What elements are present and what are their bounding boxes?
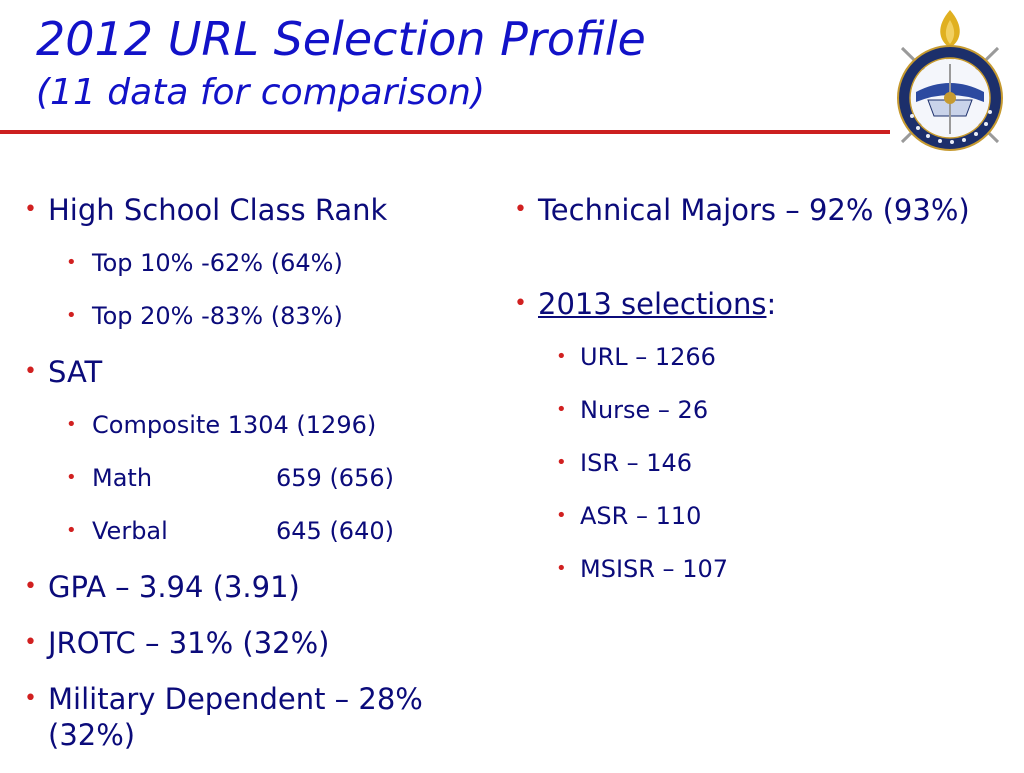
sub-bullet-verbal: • Verbal 645 (640) <box>20 516 510 546</box>
class-rank-label: High School Class Rank <box>48 193 388 227</box>
jrotc-text: JROTC – 31% (32%) <box>48 626 330 660</box>
bullet-dot-icon: • <box>66 305 77 326</box>
title-divider <box>0 130 890 134</box>
slide-subtitle: (11 data for comparison) <box>36 72 486 113</box>
bullet-dot-icon: • <box>66 467 77 488</box>
selection-item: MSISR – 107 <box>580 555 728 583</box>
sub-bullet-top20: • Top 20% -83% (83%) <box>20 301 510 331</box>
sub-bullet-top10: • Top 10% -62% (64%) <box>20 248 510 278</box>
sub-bullet-url: • URL – 1266 <box>510 342 1010 372</box>
bullet-dot-icon: • <box>66 252 77 273</box>
bullet-dot-icon: • <box>556 399 567 420</box>
selection-item: ASR – 110 <box>580 502 702 530</box>
selections-colon: : <box>766 287 777 321</box>
bullet-sat: • SAT <box>20 354 510 390</box>
bullet-dot-icon: • <box>24 359 37 384</box>
verbal-label: Verbal <box>92 517 168 545</box>
bullet-technical-majors: • Technical Majors – 92% (93%) <box>510 192 1010 228</box>
selection-item: Nurse – 26 <box>580 396 709 424</box>
sub-bullet-msisr: • MSISR – 107 <box>510 554 1010 584</box>
slide-title: 2012 URL Selection Profile <box>36 12 646 66</box>
bullet-dot-icon: • <box>24 630 37 655</box>
sub-bullet-composite: • Composite 1304 (1296) <box>20 410 510 440</box>
gpa-text: GPA – 3.94 (3.91) <box>48 570 300 604</box>
bullet-dot-icon: • <box>66 520 77 541</box>
math-value: 659 (656) <box>276 464 394 492</box>
top20-text: Top 20% -83% (83%) <box>92 302 343 330</box>
bullet-class-rank: • High School Class Rank <box>20 192 510 228</box>
bullet-dot-icon: • <box>556 452 567 473</box>
military-dependent-text: Military Dependent – 28% (32%) <box>48 682 423 752</box>
bullet-dot-icon: • <box>514 197 527 222</box>
bullet-dot-icon: • <box>556 505 567 526</box>
right-bullet-column: • Technical Majors – 92% (93%) • 2013 se… <box>510 192 1010 607</box>
selections-label: 2013 selections <box>538 287 767 321</box>
sub-bullet-nurse: • Nurse – 26 <box>510 395 1010 425</box>
bullet-dot-icon: • <box>514 291 527 316</box>
selection-item: ISR – 146 <box>580 449 693 477</box>
verbal-value: 645 (640) <box>276 517 394 545</box>
composite-text: Composite 1304 (1296) <box>92 411 377 439</box>
bullet-dot-icon: • <box>24 197 37 222</box>
bullet-dot-icon: • <box>24 574 37 599</box>
bullet-dot-icon: • <box>556 346 567 367</box>
bullet-2013-selections: • 2013 selections: <box>510 286 1010 322</box>
top10-text: Top 10% -62% (64%) <box>92 249 343 277</box>
bullet-dot-icon: • <box>66 414 77 435</box>
sat-label: SAT <box>48 355 103 389</box>
sub-bullet-math: • Math 659 (656) <box>20 463 510 493</box>
math-label: Math <box>92 464 153 492</box>
bullet-gpa: • GPA – 3.94 (3.91) <box>20 569 510 605</box>
sub-bullet-isr: • ISR – 146 <box>510 448 1010 478</box>
selection-item: URL – 1266 <box>580 343 716 371</box>
bullet-military-dependent: • Military Dependent – 28% (32%) <box>20 681 510 753</box>
sub-bullet-asr: • ASR – 110 <box>510 501 1010 531</box>
left-bullet-column: • High School Class Rank • Top 10% -62% … <box>20 192 510 773</box>
bullet-dot-icon: • <box>556 558 567 579</box>
naval-service-training-command-seal-icon <box>897 10 1003 151</box>
technical-majors-text: Technical Majors – 92% (93%) <box>538 193 970 227</box>
bullet-jrotc: • JROTC – 31% (32%) <box>20 625 510 661</box>
bullet-dot-icon: • <box>24 686 37 711</box>
